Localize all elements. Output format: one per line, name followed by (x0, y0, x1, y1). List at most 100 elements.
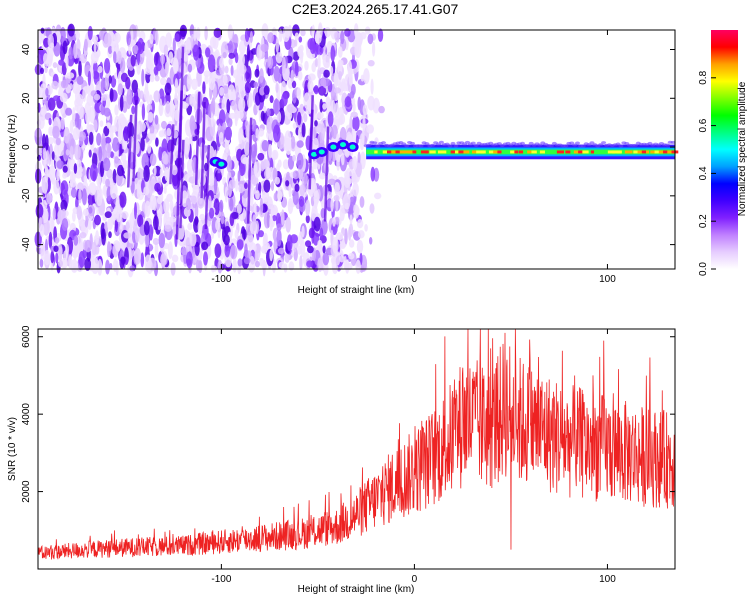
noise-blob (338, 70, 342, 80)
noise-blob (186, 258, 192, 266)
y-tick-label: 20 (21, 92, 32, 104)
band-peak (637, 150, 643, 154)
noise-blob (202, 81, 206, 94)
noise-blob (370, 166, 376, 182)
colorbar-gradient (711, 30, 738, 269)
noise-blob (263, 232, 268, 245)
band-peak (399, 150, 406, 154)
noise-blob (158, 232, 166, 249)
noise-blob (163, 242, 170, 250)
y-tick-label: 6000 (21, 325, 32, 348)
band-fuzz (525, 144, 531, 148)
noise-blob (317, 239, 323, 250)
noise-blob (276, 111, 282, 123)
noise-blob (238, 183, 245, 194)
noise-blob (217, 259, 223, 274)
noise-blob (356, 239, 364, 254)
colorbar-label: Normalized spectral amplitude (737, 81, 748, 216)
noise-blob (188, 176, 197, 184)
noise-blob (222, 122, 227, 130)
noise-blob (301, 122, 306, 138)
noise-blob (192, 44, 200, 61)
noise-blob (297, 245, 302, 255)
noise-blob (123, 232, 132, 239)
noise-blob (237, 258, 243, 267)
band-peak (480, 150, 486, 154)
noise-blob (51, 151, 55, 161)
noise-blob (240, 154, 248, 165)
noise-blob (93, 119, 98, 132)
noise-blob (296, 87, 301, 101)
noise-blob (313, 190, 320, 205)
noise-blob (377, 28, 384, 42)
noise-blob (164, 82, 172, 96)
noise-blob (109, 263, 113, 270)
noise-blob (266, 108, 271, 117)
band-peak (386, 150, 395, 154)
noise-blob (273, 192, 278, 202)
band-peak (624, 150, 633, 154)
noise-blob (117, 50, 122, 65)
noise-blob (155, 29, 159, 46)
noise-blob (213, 176, 218, 195)
noise-blob (183, 137, 191, 155)
noise-blob (72, 127, 80, 141)
noise-blob (228, 52, 235, 59)
band-fuzz (589, 141, 595, 145)
noise-blob (210, 110, 214, 128)
noise-blob (339, 242, 346, 250)
noise-blob (227, 40, 234, 55)
noise-blob (319, 98, 323, 113)
noise-blob (228, 112, 237, 119)
noise-blob (113, 51, 117, 64)
band-fuzz (447, 144, 453, 148)
noise-blob (322, 103, 327, 110)
noise-blob (235, 178, 239, 192)
band-clump-core (218, 161, 225, 167)
noise-blob (372, 41, 376, 57)
noise-blob (189, 24, 195, 38)
noise-blob (194, 216, 199, 226)
noise-blob (98, 30, 104, 40)
noise-blob (254, 92, 261, 106)
noise-blob (259, 197, 264, 216)
noise-blob (56, 160, 64, 169)
noise-blob (171, 164, 178, 176)
noise-blob (277, 159, 282, 168)
noise-blob (266, 121, 273, 134)
noise-blob (101, 94, 108, 101)
noise-blob (161, 138, 168, 157)
noise-blob (328, 178, 336, 185)
noise-blob (101, 132, 106, 151)
noise-blob (115, 211, 122, 223)
noise-blob (161, 120, 167, 129)
noise-blob (172, 37, 176, 53)
noise-blob (61, 208, 66, 218)
noise-blob (179, 24, 188, 37)
noise-blob (314, 33, 322, 44)
noise-blob (134, 202, 137, 220)
noise-blob (275, 52, 283, 64)
noise-blob (360, 74, 365, 82)
noise-blob (111, 137, 120, 152)
noise-blob (119, 191, 127, 208)
noise-blob (219, 199, 224, 213)
noise-blob (70, 259, 79, 273)
noise-blob (87, 192, 94, 207)
band-peak (395, 150, 403, 154)
noise-blob (144, 233, 150, 248)
noise-blob (303, 92, 311, 109)
noise-blob (155, 137, 159, 147)
noise-blob (234, 52, 239, 64)
noise-blob (192, 183, 200, 196)
x-tick-label: 100 (599, 274, 616, 285)
noise-blob (108, 75, 112, 84)
noise-blob (237, 75, 243, 89)
noise-blob (114, 104, 119, 116)
noise-blob (69, 119, 74, 134)
band-fuzz (424, 142, 430, 146)
noise-blob (52, 95, 61, 102)
noise-blob (40, 27, 45, 34)
noise-blob (305, 107, 312, 115)
noise-blob (223, 234, 230, 246)
